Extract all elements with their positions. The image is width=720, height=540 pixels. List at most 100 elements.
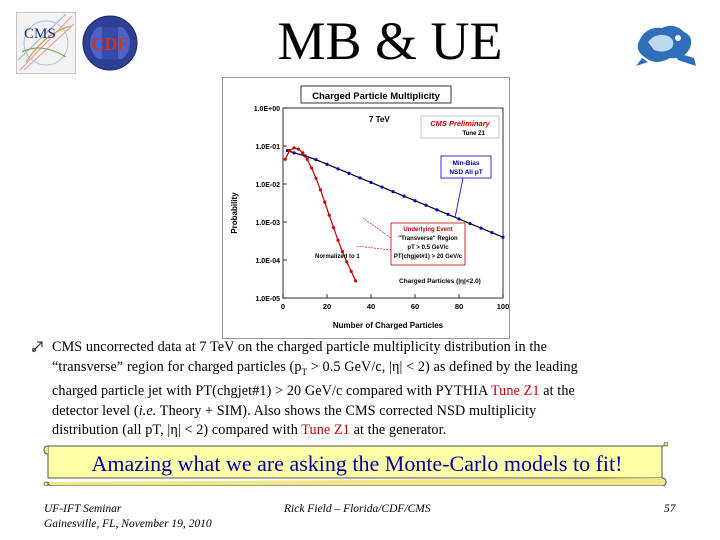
- cms-prelim-box: [420, 115, 500, 139]
- bullet-line-3-a: charged particle jet with PT(chgjet#1) >…: [52, 383, 491, 400]
- ue-pointer-1: [362, 217, 392, 239]
- data-point: [314, 176, 318, 180]
- y-tick-label: 1.0E-01: [255, 144, 280, 151]
- cms-logo: CMS: [15, 11, 77, 75]
- data-point: [413, 199, 417, 203]
- data-point: [285, 148, 289, 153]
- plot-area: [282, 107, 504, 299]
- x-tick-label: 80: [455, 302, 463, 311]
- bullet-line-2-a: “transverse” region for charged particle…: [52, 358, 302, 375]
- bullet-line-4-a: detector level (: [52, 402, 139, 419]
- ue-label-1: Underlying Event: [403, 227, 452, 233]
- chart-title: Charged Particle Multiplicity: [312, 91, 440, 102]
- data-point: [325, 162, 329, 166]
- data-point: [358, 176, 362, 180]
- chart-title-box: [300, 85, 452, 104]
- ue-label-3: pT > 0.5 GeV/c: [407, 245, 449, 251]
- y-tick-label: 1.0E-05: [255, 296, 280, 303]
- cdf-logo: CDF: [80, 14, 140, 72]
- footer-page-number: 57: [664, 503, 676, 515]
- data-point: [369, 180, 373, 185]
- data-point: [336, 238, 340, 242]
- charged-particles-label: Charged Particles (|η|<2.0): [399, 278, 481, 285]
- data-point: [424, 203, 428, 207]
- bullet-line-3-b: at the: [539, 383, 575, 400]
- data-point: [310, 166, 314, 170]
- data-point: [283, 157, 287, 161]
- minbias-pointer: [454, 177, 464, 219]
- data-point: [292, 146, 296, 150]
- data-point: [380, 185, 384, 189]
- bullet-line-3: charged particle jet with PT(chgjet#1) >…: [52, 382, 692, 402]
- footer-left: UF-IFT Seminar Gainesville, FL, November…: [44, 502, 212, 532]
- bullet-line-1: CMS uncorrected data at 7 TeV on the cha…: [52, 339, 547, 355]
- data-point: [314, 158, 318, 162]
- data-point: [490, 231, 494, 235]
- banner-text: Amazing what we are asking the Monte-Car…: [91, 451, 623, 476]
- chart-frame: Charged Particle Multiplicity 1.0E+00 1.0…: [222, 77, 510, 339]
- bullet-arrow-icon: [30, 338, 46, 361]
- data-point: [301, 151, 305, 155]
- x-tick-label: 60: [411, 302, 419, 311]
- data-point: [349, 269, 353, 273]
- multiplicity-chart: Charged Particle Multiplicity 1.0E+00 1.0…: [230, 85, 509, 330]
- data-point: [292, 151, 296, 155]
- data-point: [327, 213, 331, 217]
- bullet-line-4-ie: i.e.: [138, 402, 157, 419]
- slide-title: MB & UE: [277, 11, 503, 71]
- data-point: [446, 212, 450, 216]
- data-point: [323, 200, 327, 204]
- bullet-line-2: “transverse” region for charged particle…: [52, 358, 692, 382]
- tune-z1-highlight-2: Tune Z1: [301, 422, 350, 439]
- data-point: [336, 167, 340, 171]
- data-point: [305, 157, 309, 161]
- x-tick-label: 0: [281, 302, 285, 311]
- data-point: [468, 221, 472, 226]
- bullet-text: CMS uncorrected data at 7 TeV on the cha…: [52, 338, 692, 441]
- bullet-line-5-b: at the generator.: [349, 422, 447, 439]
- bullet-line-2-b: > 0.5 GeV/c, |η| < 2) as defined by the …: [307, 358, 578, 375]
- minbias-label-2: NSD All pT: [449, 169, 482, 176]
- bullet-line-5: distribution (all pT, |η| < 2) compared …: [52, 421, 692, 441]
- minbias-label-1: Min-Bias: [452, 160, 479, 167]
- x-tick-label: 20: [323, 302, 331, 311]
- cms-logo-text: CMS: [24, 26, 56, 42]
- ue-box: [390, 222, 466, 266]
- y-axis-label: Probability: [230, 192, 239, 234]
- data-point: [501, 235, 505, 239]
- bullet-line-5-a: distribution (all pT, |η| < 2) compared …: [52, 422, 302, 439]
- data-point: [479, 226, 483, 230]
- normalized-label: Normalized to 1: [315, 254, 360, 260]
- dragon-logo: [634, 18, 698, 70]
- footer-location-date: Gainesville, FL, November 19, 2010: [44, 518, 212, 530]
- data-point: [391, 190, 395, 194]
- y-tick-label: 1.0E-02: [255, 182, 280, 189]
- data-point: [318, 188, 322, 192]
- bullet-line-2-sub: T: [301, 366, 308, 377]
- y-tick-label: 1.0E-03: [255, 220, 280, 227]
- y-tick-label: 1.0E-04: [255, 258, 280, 265]
- ue-label-2: "Transverse" Region: [398, 236, 458, 242]
- x-tick-label: 40: [367, 302, 375, 311]
- data-point: [457, 217, 461, 221]
- data-point: [288, 148, 292, 153]
- data-point: [402, 194, 406, 198]
- data-point: [435, 208, 439, 212]
- data-point: [340, 250, 344, 254]
- y-tick-label: 1.0E+00: [254, 106, 280, 113]
- footer-author: Rick Field – Florida/CDF/CMS: [284, 503, 431, 515]
- cdf-logo-text: CDF: [92, 34, 129, 54]
- bullet-line-4: detector level (i.e. Theory + SIM). Also…: [52, 402, 692, 422]
- cms-preliminary-label: CMS Preliminary: [430, 119, 490, 128]
- bullet-line-4-b: Theory + SIM). Also shows the CMS correc…: [156, 402, 537, 419]
- data-point: [296, 147, 300, 151]
- tune-z1-highlight-1: Tune Z1: [490, 383, 540, 400]
- scroll-banner: [42, 441, 669, 487]
- data-point: [345, 260, 349, 264]
- x-tick-label: 100: [497, 302, 509, 311]
- energy-label: 7 TeV: [369, 115, 390, 124]
- tune-label: Tune Z1: [462, 131, 485, 137]
- data-point: [347, 171, 351, 175]
- ue-label-4: PT(chgjet#1) > 20 GeV/c: [394, 254, 463, 260]
- minbias-box: [440, 155, 492, 179]
